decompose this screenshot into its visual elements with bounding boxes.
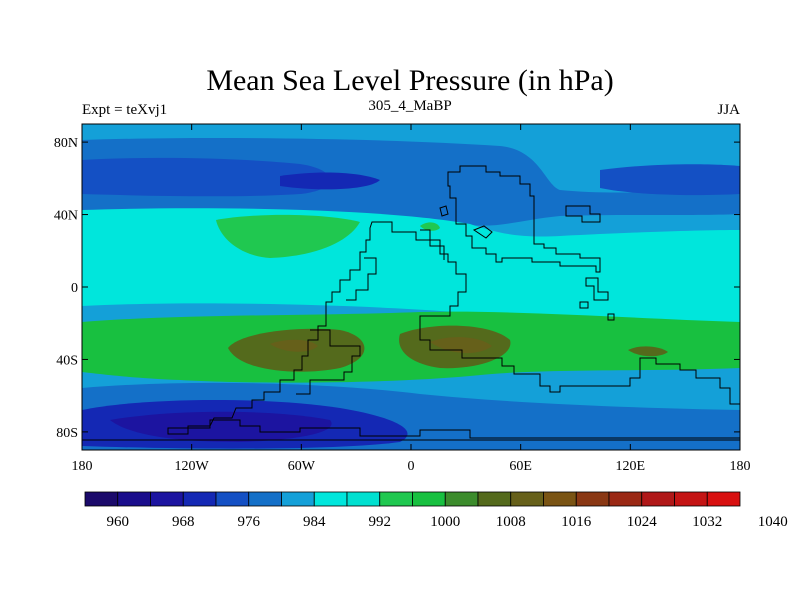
field-south-high-3 bbox=[628, 346, 668, 357]
colorbar-swatch bbox=[641, 491, 675, 507]
field-north-small-high bbox=[420, 222, 440, 231]
experiment-label: Expt = teXvj1 bbox=[82, 102, 167, 118]
x-tick-label: 0 bbox=[408, 459, 415, 474]
x-axis: 180 120W 60W 0 60E 120E 180 bbox=[72, 124, 751, 474]
colorbar-label: 1000 bbox=[430, 514, 460, 530]
colorbar-swatch bbox=[182, 491, 217, 507]
colorbar-swatch bbox=[215, 491, 250, 507]
colorbar-swatch bbox=[674, 491, 708, 507]
colorbar-swatch bbox=[248, 491, 282, 507]
colorbar-swatch bbox=[313, 491, 348, 507]
colorbar-label: 1024 bbox=[627, 514, 658, 530]
colorbar-label: 976 bbox=[238, 514, 261, 530]
colorbar-swatch bbox=[510, 491, 544, 507]
colorbar-label: 960 bbox=[107, 514, 130, 530]
coastline-laurussia bbox=[447, 165, 601, 273]
colorbar-swatch bbox=[608, 491, 643, 507]
colorbar-label: 968 bbox=[172, 514, 195, 530]
y-tick-label: 0 bbox=[71, 281, 78, 296]
y-axis: 80N 40N 0 40S 80S bbox=[54, 136, 740, 441]
coastline-gondwana bbox=[167, 221, 740, 439]
coastline-cathaysia bbox=[439, 205, 493, 239]
colorbar-swatch bbox=[575, 491, 610, 507]
field-north-low-1 bbox=[82, 157, 330, 197]
colorbar-swatch bbox=[706, 491, 741, 507]
x-tick-label: 120W bbox=[175, 459, 210, 474]
colorbar-swatch bbox=[444, 491, 479, 507]
coastline-inner-a bbox=[296, 329, 361, 395]
colorbar-label: 1040 bbox=[758, 514, 788, 530]
colorbar-label: 984 bbox=[303, 514, 326, 530]
colorbar-label: 1008 bbox=[496, 514, 526, 530]
colorbar: 960 968 976 984 992 1000 1008 1016 1024 1032 1040 bbox=[84, 491, 788, 530]
x-tick-label: 180 bbox=[72, 459, 93, 474]
map-area bbox=[82, 124, 740, 450]
colorbar-label: 1016 bbox=[561, 514, 592, 530]
colorbar-swatch bbox=[379, 491, 413, 507]
y-tick-label: 80S bbox=[56, 426, 78, 441]
field-south-high-1-core bbox=[270, 339, 318, 352]
colorbar-swatch bbox=[150, 491, 184, 507]
field-north-band bbox=[82, 138, 740, 226]
season-label: JJA bbox=[717, 102, 740, 118]
x-tick-label: 120E bbox=[616, 459, 646, 474]
field-north-low-3 bbox=[600, 164, 740, 196]
colorbar-label: 1032 bbox=[692, 514, 722, 530]
field-south-high-2-core bbox=[430, 337, 492, 354]
y-tick-label: 80N bbox=[54, 136, 78, 151]
coastline-inner-c bbox=[420, 229, 445, 260]
chart-title: Mean Sea Level Pressure (in hPa) bbox=[206, 64, 613, 97]
field-north-subtropical-high bbox=[216, 214, 360, 258]
coastline-islands-east bbox=[565, 205, 615, 321]
x-tick-label: 60W bbox=[288, 459, 316, 474]
field-north-low-2 bbox=[280, 172, 380, 190]
y-tick-label: 40N bbox=[54, 209, 78, 224]
field-south-polar-core bbox=[110, 411, 332, 442]
coastlines bbox=[82, 165, 740, 441]
colorbar-swatch bbox=[346, 491, 381, 507]
colorbar-swatch bbox=[477, 491, 512, 507]
y-tick-label: 40S bbox=[56, 353, 78, 368]
colorbar-swatch bbox=[412, 491, 446, 507]
x-tick-label: 180 bbox=[730, 459, 751, 474]
x-tick-label: 60E bbox=[509, 459, 532, 474]
colorbar-swatch bbox=[84, 491, 119, 507]
time-label: 305_4_MaBP bbox=[368, 98, 451, 114]
colorbar-label: 992 bbox=[369, 514, 392, 530]
colorbar-swatch bbox=[281, 491, 315, 507]
colorbar-swatch bbox=[543, 491, 577, 507]
coastline-inner-b bbox=[346, 257, 377, 301]
colorbar-swatch bbox=[117, 491, 151, 507]
